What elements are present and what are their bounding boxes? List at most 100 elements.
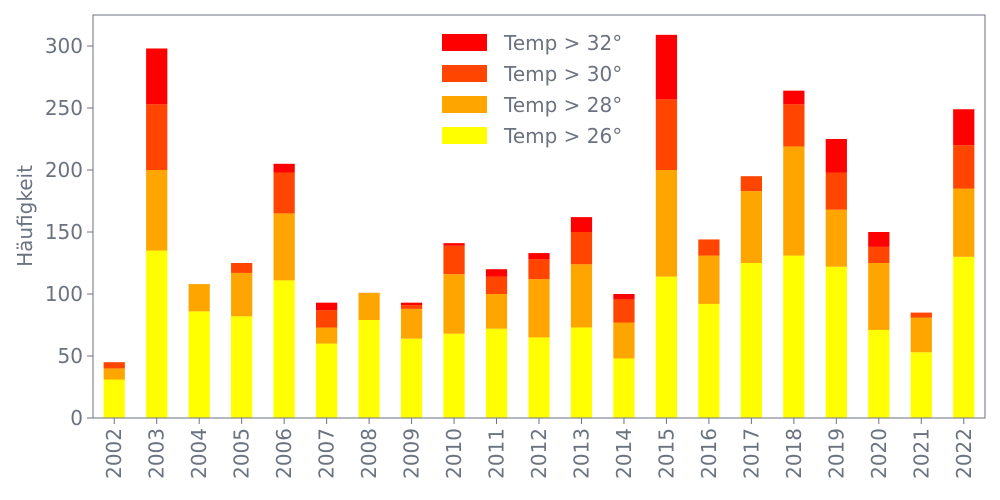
bar-2022-series-0 bbox=[953, 256, 975, 418]
bar-2003-series-2 bbox=[146, 104, 168, 170]
bar-2012-series-1 bbox=[528, 279, 550, 338]
bar-2005-series-0 bbox=[231, 316, 253, 418]
x-tick-label: 2014 bbox=[612, 428, 636, 479]
bar-2007-series-3 bbox=[316, 302, 338, 311]
y-tick-label: 250 bbox=[45, 96, 83, 120]
bar-2020-series-3 bbox=[868, 232, 890, 247]
x-tick-label: 2017 bbox=[739, 428, 763, 479]
x-tick-label: 2005 bbox=[230, 428, 254, 479]
x-tick-label: 2020 bbox=[867, 428, 891, 479]
bar-2015-series-3 bbox=[655, 34, 678, 100]
legend-entry-label: Temp > 32° bbox=[503, 31, 622, 55]
x-tick-label: 2002 bbox=[102, 428, 126, 479]
bar-2019-series-3 bbox=[825, 139, 847, 173]
bar-2020-series-2 bbox=[868, 246, 890, 263]
bar-2016-series-1 bbox=[698, 255, 720, 304]
bar-2012-series-2 bbox=[528, 259, 550, 280]
bar-2012-series-3 bbox=[528, 253, 550, 260]
bar-2016-series-2 bbox=[698, 239, 720, 256]
y-axis-ticks: 0 50 100 150 200 250 300 bbox=[45, 34, 93, 430]
bar-2018-series-2 bbox=[783, 104, 805, 147]
x-tick-label: 2019 bbox=[824, 428, 848, 479]
x-tick-label: 2009 bbox=[400, 428, 424, 479]
x-tick-label: 2010 bbox=[442, 428, 466, 479]
bar-2009-series-2 bbox=[400, 305, 423, 309]
y-axis-label: Häufigkeit bbox=[13, 165, 37, 267]
bar-2014-series-3 bbox=[613, 294, 635, 299]
bar-2012-series-0 bbox=[528, 337, 550, 418]
x-tick-label: 2003 bbox=[145, 428, 169, 479]
bar-2014-series-2 bbox=[613, 298, 635, 323]
bar-2021-series-0 bbox=[910, 352, 932, 418]
bar-2011-series-0 bbox=[485, 328, 508, 418]
bar-2009-series-0 bbox=[400, 338, 423, 418]
bar-2009-series-3 bbox=[400, 302, 423, 306]
bar-2005-series-2 bbox=[231, 263, 253, 273]
x-tick-label: 2013 bbox=[569, 428, 593, 479]
legend: Temp > 32° Temp > 30° Temp > 28° Temp > 26° bbox=[442, 31, 622, 148]
bar-2010-series-0 bbox=[443, 333, 465, 418]
bar-2014-series-0 bbox=[613, 358, 635, 418]
bar-2010-series-2 bbox=[443, 245, 465, 275]
bar-2004-series-0 bbox=[188, 311, 210, 418]
legend-entry-label: Temp > 26° bbox=[503, 124, 622, 148]
bar-2002-series-1 bbox=[103, 368, 125, 380]
legend-swatch bbox=[442, 34, 487, 51]
y-tick-label: 300 bbox=[45, 34, 83, 58]
bar-2017-series-0 bbox=[740, 263, 762, 418]
x-tick-label: 2007 bbox=[315, 428, 339, 479]
bar-2018-series-1 bbox=[783, 146, 805, 256]
bar-2020-series-0 bbox=[868, 329, 890, 418]
y-tick-label: 100 bbox=[45, 282, 83, 306]
bar-2006-series-1 bbox=[273, 213, 295, 281]
x-tick-label: 2022 bbox=[952, 428, 976, 479]
bar-2004-series-1 bbox=[188, 284, 210, 312]
y-tick-label: 200 bbox=[45, 158, 83, 182]
legend-swatch bbox=[442, 96, 487, 113]
bar-2013-series-0 bbox=[570, 327, 593, 418]
bar-2008-series-0 bbox=[358, 320, 380, 418]
bar-2006-series-3 bbox=[273, 163, 295, 173]
bar-2020-series-1 bbox=[868, 263, 890, 330]
x-tick-label: 2008 bbox=[357, 428, 381, 479]
x-tick-label: 2004 bbox=[187, 428, 211, 479]
bar-2011-series-3 bbox=[485, 269, 508, 277]
bar-2019-series-2 bbox=[825, 172, 847, 210]
legend-entry-label: Temp > 28° bbox=[503, 93, 622, 117]
bar-2015-series-2 bbox=[655, 99, 678, 170]
y-tick-label: 150 bbox=[45, 220, 83, 244]
bar-2014-series-1 bbox=[613, 322, 635, 359]
legend-entry-label: Temp > 30° bbox=[503, 62, 622, 86]
legend-swatch bbox=[442, 127, 487, 144]
bar-2011-series-2 bbox=[485, 276, 508, 294]
x-tick-label: 2018 bbox=[782, 428, 806, 479]
x-tick-label: 2016 bbox=[697, 428, 721, 479]
bars-group bbox=[103, 34, 975, 418]
bar-2013-series-1 bbox=[570, 264, 593, 328]
bar-2010-series-3 bbox=[443, 243, 465, 246]
bar-2008-series-1 bbox=[358, 292, 380, 321]
bar-2011-series-1 bbox=[485, 294, 508, 329]
bar-2005-series-1 bbox=[231, 272, 253, 317]
bar-2021-series-2 bbox=[910, 312, 932, 318]
bar-2019-series-1 bbox=[825, 209, 847, 267]
bar-2013-series-3 bbox=[570, 217, 593, 232]
bar-2019-series-0 bbox=[825, 266, 847, 418]
bar-2009-series-1 bbox=[400, 308, 423, 339]
x-tick-label: 2021 bbox=[909, 428, 933, 479]
bar-2006-series-2 bbox=[273, 172, 295, 214]
bar-2015-series-1 bbox=[655, 170, 678, 277]
x-tick-label: 2015 bbox=[654, 428, 678, 479]
bar-2002-series-2 bbox=[103, 362, 125, 369]
bar-2003-series-0 bbox=[146, 250, 168, 418]
legend-swatch bbox=[442, 65, 487, 82]
bar-2021-series-1 bbox=[910, 317, 932, 353]
bar-2003-series-3 bbox=[146, 48, 168, 105]
bar-2022-series-1 bbox=[953, 188, 975, 257]
x-tick-label: 2012 bbox=[527, 428, 551, 479]
bar-2018-series-0 bbox=[783, 255, 805, 418]
y-tick-label: 0 bbox=[70, 406, 83, 430]
bar-2007-series-1 bbox=[316, 327, 338, 344]
bar-2013-series-2 bbox=[570, 232, 593, 265]
